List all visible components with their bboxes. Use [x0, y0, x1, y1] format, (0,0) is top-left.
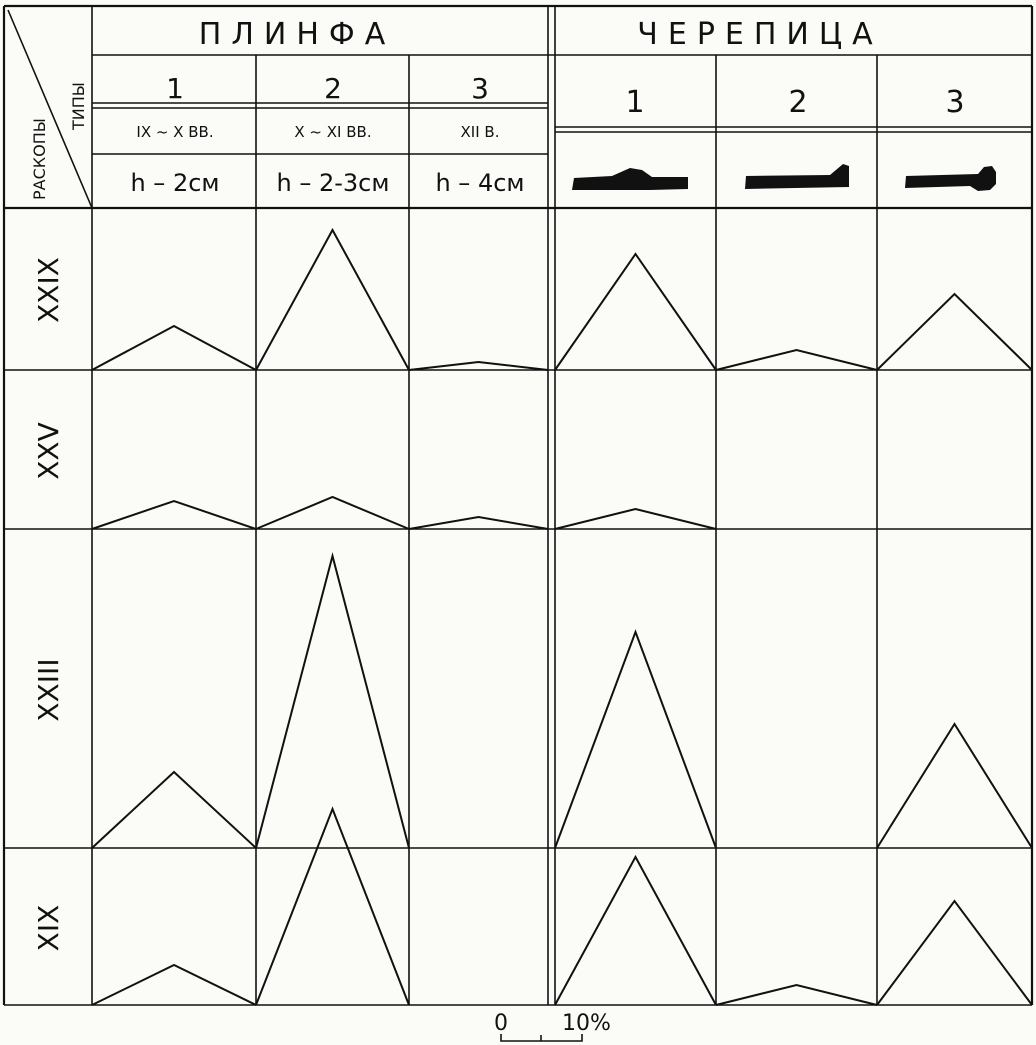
plinfa-type-2-number: 2 — [324, 72, 342, 105]
cherepitsa-type-3-number: 3 — [945, 85, 964, 120]
tile-profile-3-icon — [905, 166, 996, 191]
row-label-xxv: XXV — [32, 422, 65, 480]
corner-label-excavations: РАСКОПЫ — [30, 118, 49, 200]
plinfa-type-3-century: XII В. — [461, 123, 500, 141]
scale-bar: 0 10% — [494, 1011, 611, 1042]
scale-start-label: 0 — [494, 1011, 508, 1036]
row-label-xxix: XXIX — [32, 257, 65, 323]
plinfa-type-1-century: IX ~ X ВВ. — [136, 123, 213, 141]
frequency-triangle-xxv-plinfa-1 — [91, 499, 257, 530]
plinfa-type-1-height: h – 2см — [130, 169, 219, 197]
frequency-triangle-xxiii-plinfa-2 — [255, 552, 410, 849]
frequency-triangle-xix-cherepitsa-3 — [876, 899, 1033, 1006]
frequency-triangle-xxiii-cherepitsa-1 — [554, 629, 717, 849]
frequency-triangle-xxix-cherepitsa-2 — [715, 348, 878, 371]
frequency-triangle-xxix-plinfa-3 — [408, 360, 549, 371]
frequency-triangle-xix-cherepitsa-1 — [554, 854, 717, 1006]
frequency-triangle-xxiii-plinfa-1 — [91, 770, 257, 849]
frequency-triangle-xxix-plinfa-2 — [255, 227, 410, 371]
frequency-triangle-xxiii-cherepitsa-3 — [876, 722, 1033, 849]
tile-profile-1-icon — [572, 168, 688, 190]
frequency-triangle-xix-plinfa-2 — [255, 806, 410, 1006]
frequency-triangle-xxv-plinfa-2 — [255, 495, 410, 530]
row-label-xxiii: XXIII — [32, 658, 65, 721]
plinfa-type-1-number: 1 — [166, 72, 184, 105]
corner-diagonal — [7, 9, 93, 209]
scale-end-label: 10% — [562, 1011, 611, 1036]
plinfa-type-3-number: 3 — [471, 72, 489, 105]
frequency-triangle-xxv-plinfa-3 — [408, 515, 549, 530]
row-label-xix: XIX — [32, 905, 65, 952]
frequency-triangle-xxv-cherepitsa-1 — [554, 507, 717, 530]
plinfa-type-2-height: h – 2-3см — [277, 169, 390, 197]
cherepitsa-type-2-number: 2 — [788, 85, 807, 120]
tile-profile-2-icon — [745, 164, 849, 189]
plinfa-type-3-height: h – 4см — [435, 169, 524, 197]
group-title-cherepitsa: ЧЕРЕПИЦА — [637, 17, 882, 52]
cherepitsa-type-1-number: 1 — [625, 85, 644, 120]
frequency-triangle-xxix-cherepitsa-1 — [554, 252, 717, 371]
plinfa-type-2-century: X ~ XI ВВ. — [294, 123, 371, 141]
frequency-triangle-xix-plinfa-1 — [91, 963, 257, 1006]
group-title-plinfa: ПЛИНФА — [199, 17, 395, 52]
corner-label-types: ТИПЫ — [69, 82, 88, 131]
frequency-triangle-xxix-plinfa-1 — [91, 324, 257, 371]
frequency-triangle-xxix-cherepitsa-3 — [876, 292, 1033, 371]
frequency-triangle-xix-cherepitsa-2 — [715, 983, 878, 1006]
